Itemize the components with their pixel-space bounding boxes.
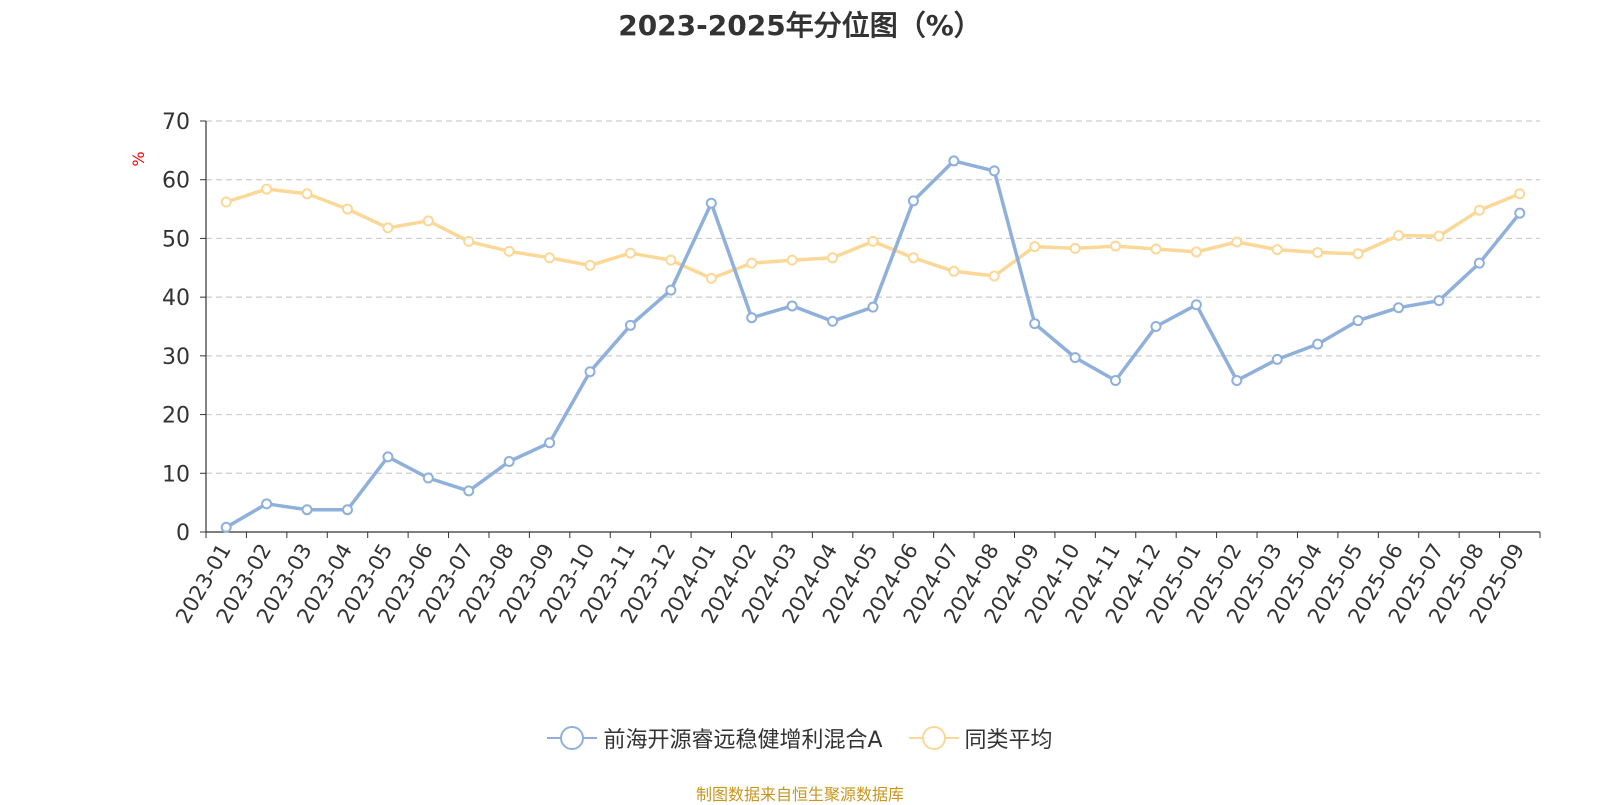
data-point xyxy=(1393,302,1405,314)
data-point xyxy=(988,270,1000,282)
data-point xyxy=(907,195,919,207)
data-point xyxy=(665,254,677,266)
data-point xyxy=(1231,375,1243,387)
y-tick-label: 20 xyxy=(162,404,190,429)
legend-marker-icon xyxy=(908,726,959,750)
y-axis-unit-label: % xyxy=(129,151,148,166)
legend-item-series-b[interactable]: 同类平均 xyxy=(908,722,1053,754)
data-point xyxy=(382,451,394,463)
data-point xyxy=(1473,204,1485,216)
data-point xyxy=(382,222,394,234)
data-point xyxy=(1393,229,1405,241)
y-tick-label: 60 xyxy=(162,169,190,194)
data-point xyxy=(1110,375,1122,387)
data-source-note: 制图数据来自恒生聚源数据库 xyxy=(695,785,904,804)
data-point xyxy=(867,301,879,313)
data-point xyxy=(746,312,758,324)
data-point xyxy=(301,504,313,516)
data-point xyxy=(422,472,434,484)
data-point xyxy=(907,252,919,264)
legend: 前海开源睿远稳健增利混合A 同类平均 xyxy=(0,722,1600,754)
data-point xyxy=(261,498,273,510)
data-point xyxy=(544,437,556,449)
data-point xyxy=(1029,241,1041,253)
data-point xyxy=(220,196,232,208)
y-tick-label: 30 xyxy=(162,345,190,370)
data-point xyxy=(341,203,353,215)
series-group xyxy=(220,155,1526,533)
data-point xyxy=(827,252,839,264)
data-point xyxy=(746,257,758,269)
data-point xyxy=(1514,207,1526,219)
data-point xyxy=(665,284,677,296)
y-tick-label: 0 xyxy=(176,521,190,546)
data-point xyxy=(1231,236,1243,248)
legend-label-series-a: 前海开源睿远稳健增利混合A xyxy=(603,728,883,753)
data-point xyxy=(1352,315,1364,327)
data-point xyxy=(584,259,596,271)
data-point xyxy=(988,165,1000,177)
data-point xyxy=(705,272,717,284)
data-point xyxy=(544,252,556,264)
data-point xyxy=(948,265,960,277)
legend-item-series-a[interactable]: 前海开源睿远稳健增利混合A xyxy=(547,722,883,754)
y-tick-label: 70 xyxy=(162,110,190,135)
data-point xyxy=(948,155,960,167)
data-point xyxy=(1271,244,1283,256)
data-point xyxy=(1150,321,1162,332)
data-point xyxy=(584,366,596,378)
data-point xyxy=(1069,352,1081,364)
data-point xyxy=(624,247,636,259)
tick-labels: 0102030405060702023-012023-022023-032023… xyxy=(162,110,1529,627)
legend-marker-icon xyxy=(547,726,598,750)
data-point xyxy=(261,183,273,195)
data-point xyxy=(1190,246,1202,258)
legend-label-series-b: 同类平均 xyxy=(964,728,1053,753)
data-point xyxy=(827,315,839,327)
axes xyxy=(200,120,1541,538)
data-point xyxy=(463,485,475,497)
data-point xyxy=(463,235,475,247)
data-point xyxy=(786,254,798,266)
data-point xyxy=(1069,242,1081,254)
data-point xyxy=(705,197,717,209)
y-tick-label: 40 xyxy=(162,286,190,311)
grid-lines xyxy=(206,120,1540,474)
data-point xyxy=(503,456,515,468)
series-line xyxy=(225,187,1521,281)
data-point xyxy=(1433,295,1445,307)
series-line xyxy=(225,159,1522,529)
data-point xyxy=(1190,299,1202,311)
y-tick-label: 10 xyxy=(162,462,190,487)
data-point xyxy=(1352,248,1364,260)
data-point xyxy=(1029,318,1041,330)
data-point xyxy=(503,245,515,257)
data-point xyxy=(867,235,879,247)
data-point xyxy=(1312,338,1324,350)
data-point xyxy=(1514,188,1526,200)
data-point xyxy=(1150,243,1162,255)
data-point xyxy=(1312,247,1324,259)
y-tick-label: 50 xyxy=(162,227,190,252)
data-point xyxy=(624,319,636,331)
data-point xyxy=(786,300,798,312)
series-lines xyxy=(220,155,1526,533)
series-group xyxy=(220,183,1526,284)
data-point xyxy=(1110,240,1122,252)
data-point xyxy=(1271,353,1283,365)
data-point xyxy=(422,215,434,227)
data-point xyxy=(301,188,313,200)
chart-title: 2023-2025年分位图（%） xyxy=(618,9,982,42)
data-point xyxy=(1433,230,1445,242)
data-point xyxy=(341,504,353,516)
data-point xyxy=(1473,257,1485,269)
data-point xyxy=(220,521,232,533)
